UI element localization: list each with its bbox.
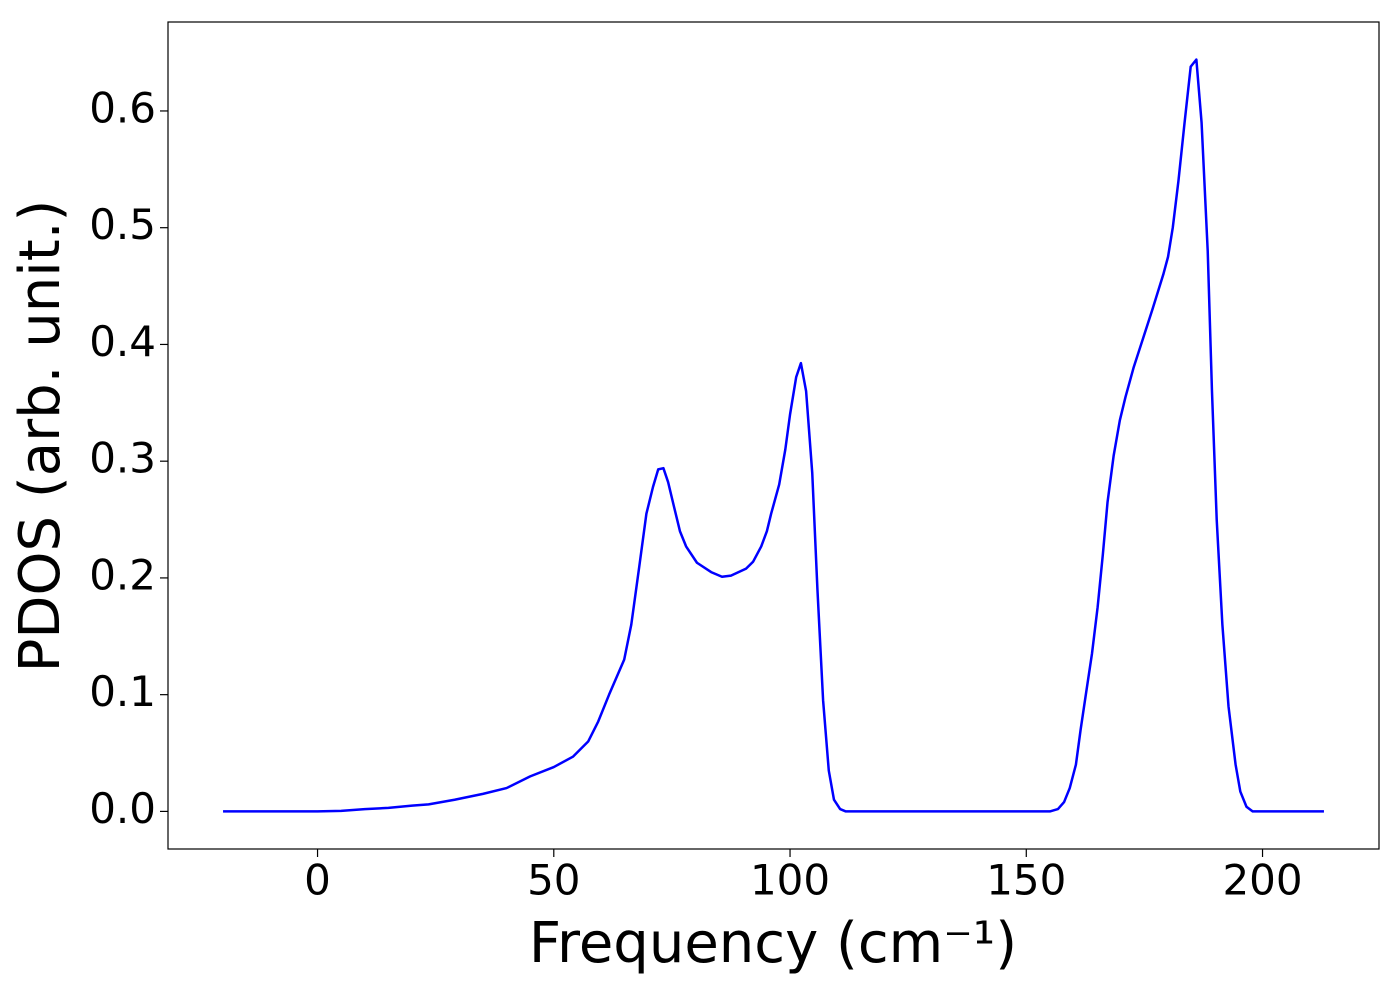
y-tick-label: 0.3 xyxy=(89,434,156,483)
y-axis-label: PDOS (arb. unit.) xyxy=(8,200,73,673)
x-axis-label: Frequency (cm⁻¹) xyxy=(529,911,1017,976)
y-tick-label: 0.5 xyxy=(89,200,156,249)
line xyxy=(223,58,1324,813)
x-tick-label: 100 xyxy=(750,856,830,905)
y-tick-label: 0.2 xyxy=(89,550,156,599)
y-tick-label: 0.6 xyxy=(89,83,156,132)
x-tick-label: 150 xyxy=(986,856,1066,905)
plot-frame xyxy=(167,21,1380,850)
y-tick-label: 0.1 xyxy=(89,667,156,716)
x-tick-label: 200 xyxy=(1222,856,1302,905)
x-tick-label: 0 xyxy=(304,856,331,905)
y-tick-label: 0.4 xyxy=(89,317,156,366)
x-tick-label: 50 xyxy=(527,856,580,905)
y-tick-label: 0.0 xyxy=(89,784,156,833)
